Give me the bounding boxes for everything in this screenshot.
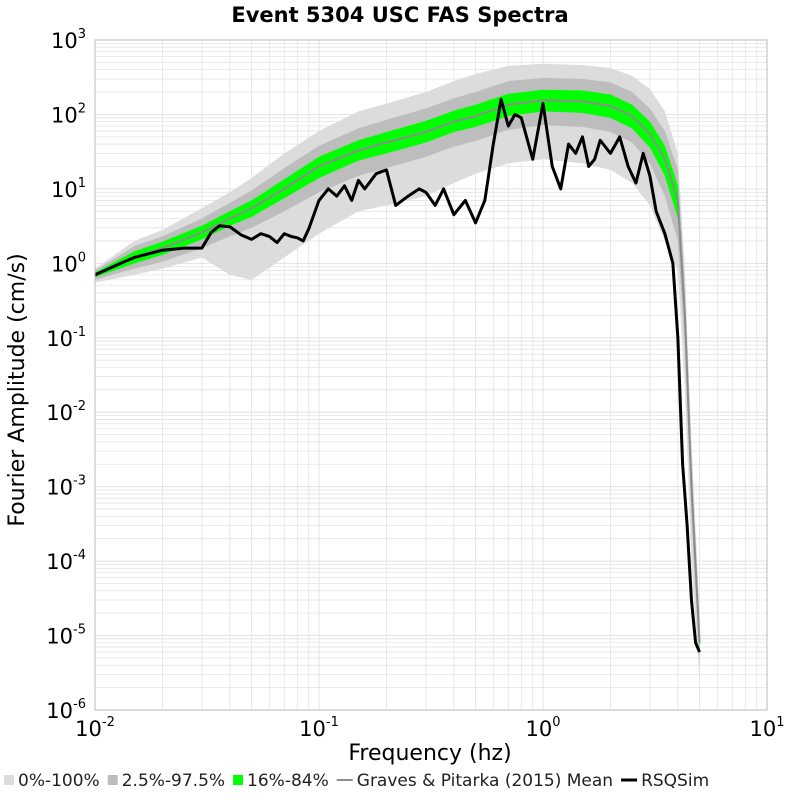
rsqsim-line	[94, 97, 701, 653]
legend-item: RSQSim	[621, 771, 709, 791]
chart-title: Event 5304 USC FAS Spectra	[231, 3, 568, 27]
legend-label: 16%-84%	[247, 771, 329, 791]
legend-label: RSQSim	[641, 771, 709, 791]
legend-swatch	[4, 775, 14, 785]
y-tick-label: 10-3	[46, 474, 86, 500]
legend-label: 2.5%-97.5%	[122, 771, 225, 791]
x-tick-label: 101	[749, 715, 784, 741]
legend-item: 16%-84%	[233, 771, 329, 791]
legend-label: 0%-100%	[18, 771, 100, 791]
band-2-5-97-5	[95, 77, 700, 666]
y-tick-label: 101	[51, 176, 86, 202]
y-tick-label: 10-4	[46, 548, 86, 574]
legend-swatch	[233, 775, 244, 785]
y-tick-label: 10-2	[46, 399, 86, 425]
legend-item: Graves & Pitarka (2015) Mean	[336, 771, 613, 791]
legend-swatch	[107, 775, 118, 785]
y-tick-label: 10-1	[46, 325, 86, 351]
y-tick-label: 10-5	[46, 623, 86, 649]
gp-mean-line	[94, 99, 701, 643]
legend-item: 2.5%-97.5%	[107, 771, 225, 791]
tick-labels: 10-2 10-1 100 101 10-6 10-5 10-4 10-3 10-2 10-1 10…	[46, 27, 784, 741]
bands	[95, 63, 700, 681]
plot-frame	[94, 39, 768, 711]
legend-label: Graves & Pitarka (2015) Mean	[357, 771, 613, 791]
y-tick-label: 102	[51, 101, 86, 127]
y-tick-label: 100	[51, 250, 86, 276]
x-tick-label: 10-1	[299, 715, 339, 741]
x-tick-label: 10-2	[75, 715, 115, 741]
legend-item: 0%-100%	[4, 771, 100, 791]
x-axis-label: Frequency (hz)	[348, 741, 511, 766]
y-axis-label: Fourier Amplitude (cm/s)	[5, 253, 30, 526]
x-tick-label: 100	[525, 715, 560, 741]
y-tick-label: 10-6	[46, 697, 86, 723]
lines	[94, 97, 701, 653]
legend: 0%-100% 2.5%-97.5% 16%-84% Graves & Pitarka…	[4, 771, 709, 791]
y-tick-label: 103	[51, 27, 86, 53]
